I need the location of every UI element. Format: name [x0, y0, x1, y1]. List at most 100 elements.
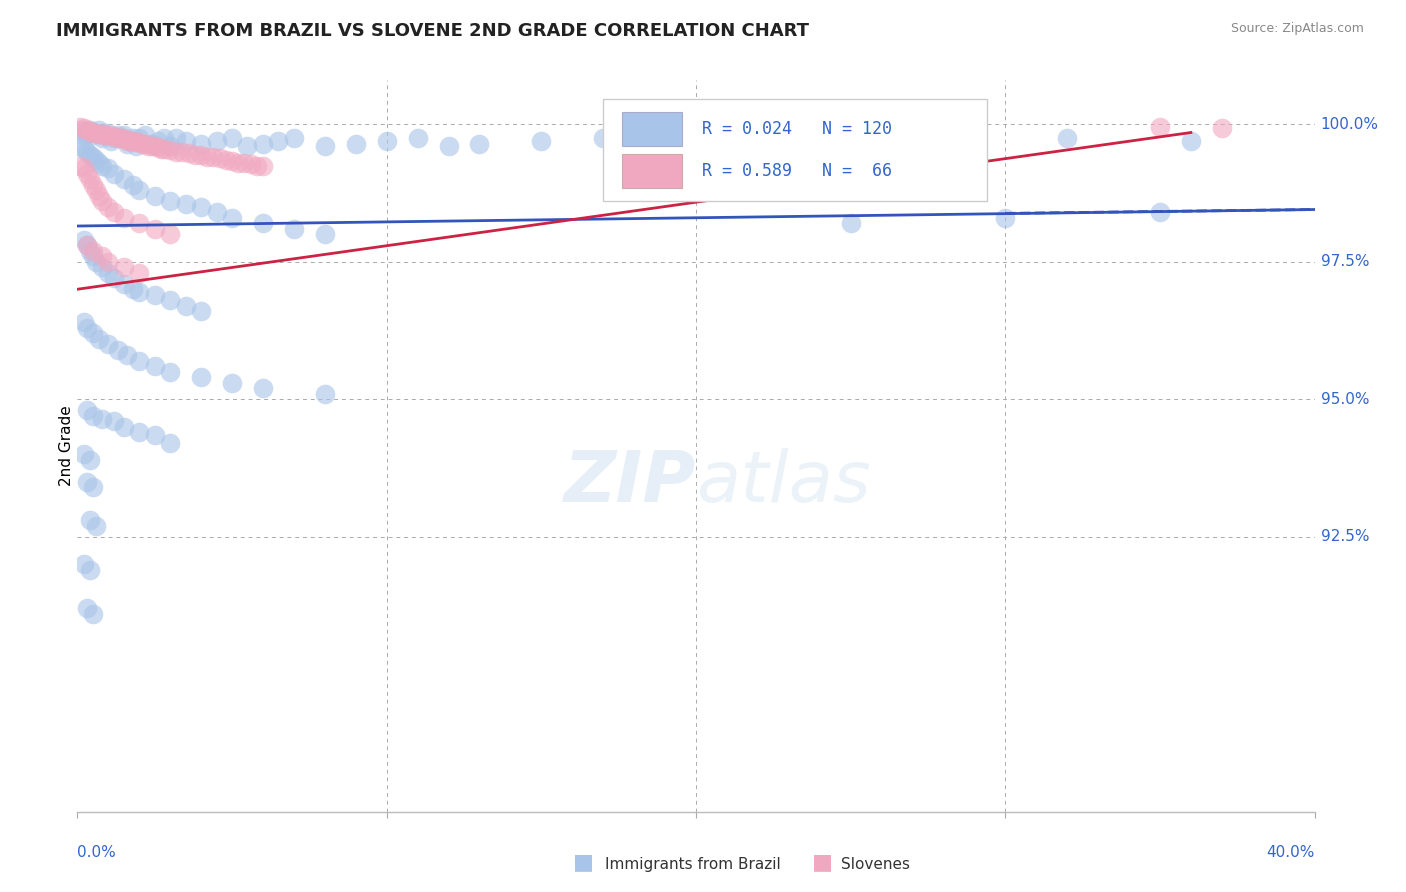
Point [82, 128, 104, 143]
Point [94, 127, 117, 141]
Point [1149, 120, 1171, 134]
Point [190, 370, 212, 384]
Point [115, 348, 138, 362]
Point [314, 386, 336, 401]
Point [79, 147, 101, 161]
Point [112, 128, 135, 143]
Text: 40.0%: 40.0% [1267, 845, 1315, 860]
Point [215, 153, 238, 167]
Point [131, 136, 153, 151]
Point [190, 136, 212, 151]
Point [76, 126, 98, 140]
Point [82, 178, 104, 192]
Text: R = 0.024   N = 120: R = 0.024 N = 120 [702, 120, 893, 138]
Text: Immigrants from Brazil: Immigrants from Brazil [605, 857, 780, 872]
Point [174, 134, 197, 148]
Text: IMMIGRANTS FROM BRAZIL VS SLOVENE 2ND GRADE CORRELATION CHART: IMMIGRANTS FROM BRAZIL VS SLOVENE 2ND GR… [56, 22, 810, 40]
Point [69, 120, 91, 134]
Point [1211, 121, 1233, 136]
Point [84, 126, 107, 140]
Point [112, 260, 135, 275]
Point [134, 136, 156, 151]
Point [112, 419, 135, 434]
Point [128, 131, 150, 145]
Text: R = 0.589   N =  66: R = 0.589 N = 66 [702, 161, 893, 179]
Point [159, 194, 181, 209]
Point [190, 200, 212, 214]
Point [97, 126, 120, 140]
Text: 92.5%: 92.5% [1320, 529, 1369, 544]
Point [82, 409, 104, 423]
Point [103, 205, 125, 219]
Point [97, 128, 120, 143]
Point [84, 254, 107, 268]
Point [141, 139, 163, 153]
Point [103, 167, 125, 181]
Point [91, 249, 114, 263]
Point [143, 221, 166, 235]
Point [159, 365, 181, 379]
Point [153, 131, 176, 145]
Point [110, 131, 132, 145]
Point [84, 518, 107, 533]
Point [82, 326, 104, 341]
Point [79, 244, 101, 258]
Point [205, 134, 228, 148]
Point [87, 332, 110, 346]
Point [115, 134, 138, 148]
Point [128, 135, 150, 149]
Point [153, 142, 176, 156]
Point [128, 285, 150, 299]
Point [143, 188, 166, 202]
Point [69, 139, 91, 153]
Text: ■: ■ [813, 853, 832, 872]
Point [221, 376, 243, 390]
Point [69, 159, 91, 173]
Point [97, 161, 120, 176]
Point [221, 131, 243, 145]
Point [76, 238, 98, 252]
Point [122, 178, 145, 192]
Point [159, 293, 181, 308]
Point [72, 233, 94, 247]
Point [91, 159, 114, 173]
Point [76, 601, 98, 615]
Point [103, 131, 125, 145]
Point [79, 124, 101, 138]
Point [69, 122, 91, 136]
Point [91, 194, 114, 209]
Point [128, 216, 150, 230]
Text: 0.0%: 0.0% [77, 845, 117, 860]
Point [177, 145, 200, 160]
Point [112, 131, 135, 145]
Point [190, 147, 212, 161]
Point [994, 211, 1017, 225]
Point [107, 343, 129, 357]
Point [110, 131, 132, 145]
Point [84, 183, 107, 197]
Point [76, 167, 98, 181]
Text: 100.0%: 100.0% [1320, 117, 1379, 132]
Point [94, 128, 117, 143]
Point [125, 139, 148, 153]
Point [252, 136, 274, 151]
Point [530, 134, 553, 148]
Point [91, 411, 114, 425]
Point [72, 558, 94, 572]
Point [226, 155, 249, 169]
Point [159, 227, 181, 242]
Point [72, 315, 94, 329]
Point [128, 353, 150, 368]
Point [252, 216, 274, 230]
Point [146, 140, 169, 154]
Point [118, 134, 141, 148]
Point [115, 136, 138, 151]
Point [72, 161, 94, 176]
Point [283, 221, 305, 235]
Point [72, 121, 94, 136]
Point [314, 227, 336, 242]
Text: ZIP: ZIP [564, 448, 696, 517]
Point [76, 320, 98, 334]
Point [103, 414, 125, 428]
Point [97, 337, 120, 351]
